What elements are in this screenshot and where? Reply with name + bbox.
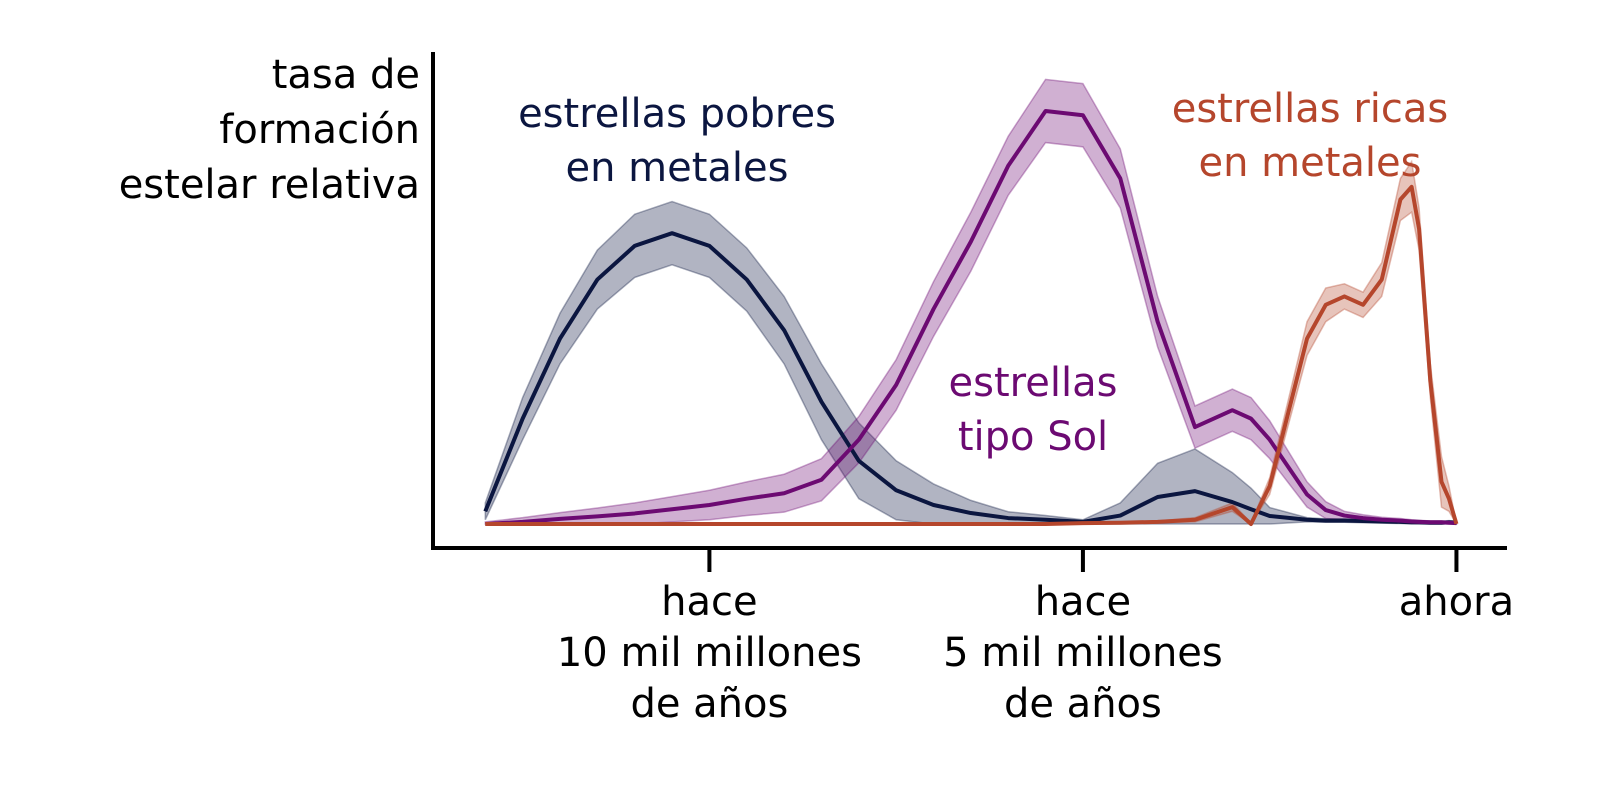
x-tick-label: ahora <box>1399 579 1514 625</box>
series-labels: estrellas pobres en metales estrellas tipo … <box>518 86 1448 460</box>
series-label: estrellas ricas en metales <box>1172 86 1449 186</box>
series-line <box>485 108 1457 526</box>
x-tick-label: hace 10 mil millones de años <box>557 579 862 727</box>
lines <box>483 108 1459 526</box>
y-axis-label: tasa de formación estelar relativa <box>119 52 420 208</box>
x-tick-label: hace 5 mil millones de años <box>943 579 1223 727</box>
x-ticks: hace 10 mil millones de años hace 5 mil mill… <box>557 548 1514 727</box>
series-line <box>485 184 1459 526</box>
series-label: estrellas pobres en metales <box>518 91 836 191</box>
series-label: estrellas tipo Sol <box>949 360 1118 460</box>
